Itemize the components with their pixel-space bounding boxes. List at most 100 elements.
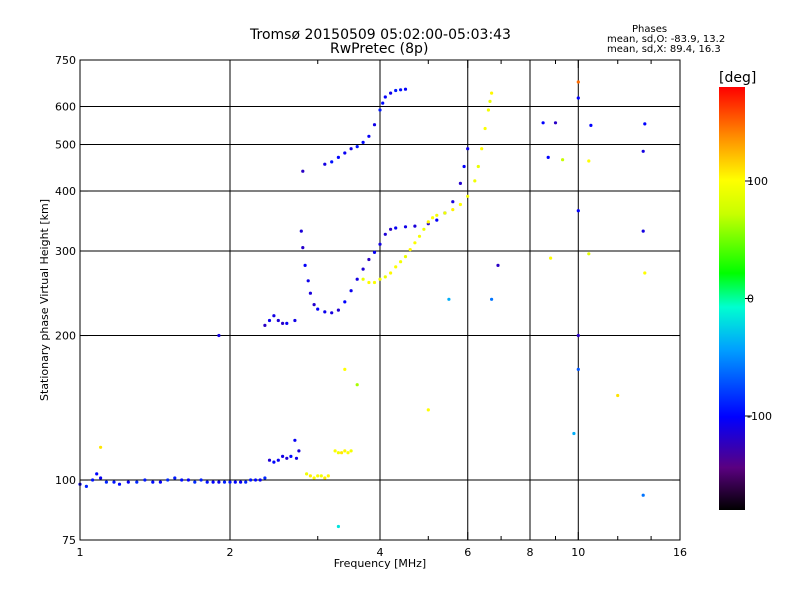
data-point — [281, 321, 285, 325]
data-point — [211, 480, 215, 484]
data-point — [308, 291, 312, 295]
data-point — [486, 108, 490, 112]
data-point — [303, 263, 307, 267]
data-point — [222, 480, 227, 484]
data-point — [180, 478, 184, 482]
data-point — [330, 311, 334, 315]
data-point — [426, 408, 430, 412]
data-point — [228, 480, 232, 484]
y-tick-label: 200 — [55, 330, 76, 343]
data-point — [372, 250, 377, 254]
data-point — [323, 476, 327, 480]
data-point — [355, 277, 359, 281]
data-point — [258, 478, 262, 482]
y-axis-label: Stationary phase Virtual Height [km] — [38, 199, 51, 401]
data-point — [403, 255, 408, 259]
data-point — [541, 121, 545, 125]
data-point — [389, 91, 393, 95]
data-point — [355, 145, 359, 149]
data-point — [263, 476, 267, 480]
data-point — [389, 271, 393, 275]
data-point — [343, 300, 347, 304]
colorbar — [719, 87, 745, 510]
data-point — [336, 155, 340, 159]
x-tick-label: 4 — [377, 546, 384, 559]
data-point — [473, 179, 477, 183]
data-point — [346, 451, 350, 455]
data-point — [587, 159, 591, 163]
data-point — [305, 472, 309, 476]
data-point — [99, 476, 103, 480]
data-point — [276, 318, 280, 323]
data-point — [399, 88, 403, 92]
data-point — [316, 474, 320, 478]
data-point — [293, 438, 297, 442]
colorbar-tick-label: -100 — [747, 410, 772, 423]
data-point — [272, 314, 276, 318]
data-point — [372, 280, 377, 285]
data-point — [267, 318, 272, 323]
data-point — [285, 321, 289, 325]
data-point — [217, 333, 221, 338]
colorbar-tick-label: 0 — [747, 293, 754, 306]
data-point — [166, 478, 170, 482]
data-point — [263, 323, 267, 327]
data-point — [244, 480, 248, 484]
data-point — [319, 474, 323, 478]
data-point — [158, 480, 162, 484]
colorbar-label: [deg] — [719, 70, 757, 86]
data-point — [447, 297, 451, 301]
data-point — [553, 121, 558, 125]
x-tick-label: 2 — [227, 546, 234, 559]
data-point — [323, 310, 327, 314]
data-point — [451, 208, 455, 212]
chart-subtitle: RwPretec (8p) — [330, 41, 429, 57]
data-point — [301, 169, 305, 173]
data-point — [336, 451, 340, 455]
data-point — [561, 158, 565, 162]
data-point — [488, 99, 492, 103]
data-point — [480, 147, 484, 151]
data-point — [312, 476, 316, 480]
data-point — [643, 122, 647, 126]
data-point — [333, 449, 337, 453]
data-point — [343, 151, 347, 155]
data-point — [312, 303, 316, 307]
data-point — [233, 480, 237, 484]
data-point — [431, 216, 435, 220]
data-point — [458, 202, 462, 207]
y-tick-label: 300 — [55, 245, 76, 258]
data-point — [299, 229, 303, 233]
data-point — [349, 449, 353, 453]
y-tick-label: 75 — [62, 534, 76, 547]
data-point — [616, 393, 620, 398]
y-tick-label: 750 — [55, 54, 76, 67]
data-point — [367, 280, 371, 285]
data-point — [126, 480, 130, 484]
data-point — [451, 200, 455, 204]
data-point — [361, 267, 365, 271]
data-point — [443, 211, 447, 215]
data-point — [435, 213, 439, 217]
data-point — [587, 252, 591, 256]
data-point — [462, 164, 466, 169]
data-point — [91, 478, 95, 482]
data-point — [301, 246, 305, 250]
data-point — [426, 220, 430, 224]
data-point — [367, 134, 371, 138]
axis-ticks: 1 2 4 6 8 10 16 75 100 200 300 400 500 600 750 — [55, 54, 687, 559]
x-tick-label: 1 — [77, 546, 84, 559]
y-tick-label: 500 — [55, 139, 76, 152]
y-tick-label: 400 — [55, 185, 76, 198]
x-tick-label: 16 — [673, 546, 687, 559]
data-point — [330, 160, 334, 164]
data-point — [378, 277, 382, 281]
data-point — [253, 478, 258, 482]
data-point — [289, 454, 293, 458]
data-point — [249, 478, 253, 482]
data-point — [641, 149, 645, 153]
phase-stats-o-mode: mean, sd,O: -83.9, 13.2 — [607, 34, 726, 45]
data-point — [340, 451, 344, 455]
data-point — [297, 449, 301, 453]
